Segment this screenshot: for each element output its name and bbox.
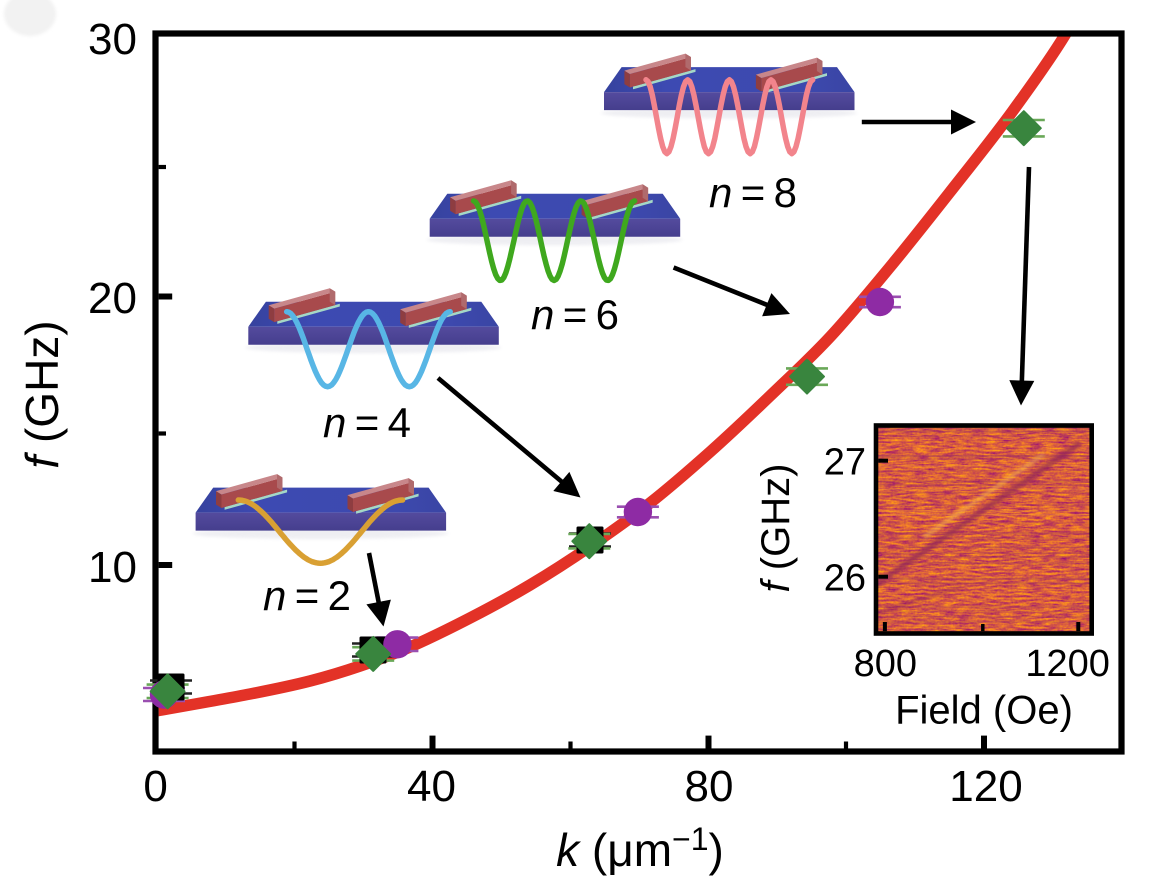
svg-text:80: 80 xyxy=(685,762,734,811)
svg-text:n = 6: n = 6 xyxy=(531,291,619,338)
svg-text:f (GHz): f (GHz) xyxy=(754,464,798,593)
svg-text:Field (Oe): Field (Oe) xyxy=(895,688,1073,732)
svg-text:k (μm−1): k (μm−1) xyxy=(556,821,724,876)
svg-text:26: 26 xyxy=(824,557,866,599)
svg-text:n = 8: n = 8 xyxy=(709,169,797,216)
svg-text:120: 120 xyxy=(949,762,1022,811)
svg-text:0: 0 xyxy=(143,762,167,811)
svg-text:f (GHz): f (GHz) xyxy=(16,320,68,468)
svg-text:n = 2: n = 2 xyxy=(263,572,351,619)
svg-text:n = 4: n = 4 xyxy=(323,399,411,446)
svg-text:20: 20 xyxy=(88,274,137,323)
svg-text:800: 800 xyxy=(854,643,917,685)
svg-text:1200: 1200 xyxy=(1025,643,1110,685)
svg-text:30: 30 xyxy=(88,15,137,64)
svg-text:27: 27 xyxy=(824,442,866,484)
svg-text:40: 40 xyxy=(407,762,456,811)
svg-text:10: 10 xyxy=(88,543,137,592)
